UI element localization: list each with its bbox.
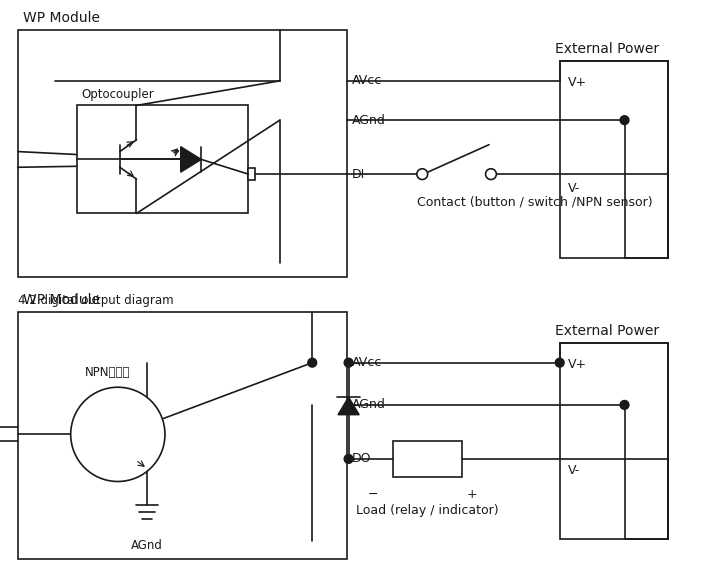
Text: AGnd: AGnd	[352, 113, 385, 127]
Circle shape	[486, 169, 496, 180]
Circle shape	[555, 359, 564, 367]
Text: −: −	[367, 488, 378, 501]
Circle shape	[344, 359, 353, 367]
Text: V-: V-	[567, 182, 580, 196]
Text: External Power: External Power	[555, 42, 659, 56]
Text: AGnd: AGnd	[131, 540, 163, 552]
Circle shape	[308, 359, 317, 367]
Bar	[560, 343, 668, 540]
Text: WP Module: WP Module	[23, 11, 100, 25]
Circle shape	[417, 169, 428, 180]
Circle shape	[620, 116, 629, 125]
Text: NPN晶体管: NPN晶体管	[85, 367, 131, 379]
Text: 4.2 digital output diagram: 4.2 digital output diagram	[18, 294, 173, 307]
Text: Optocoupler: Optocoupler	[81, 88, 155, 101]
Text: V+: V+	[567, 76, 587, 89]
Text: AGnd: AGnd	[352, 399, 385, 411]
Bar	[18, 30, 347, 277]
Text: V+: V+	[567, 358, 587, 371]
Text: DO: DO	[352, 452, 371, 466]
Text: AVcc: AVcc	[352, 74, 382, 87]
Text: Contact (button / switch /NPN sensor): Contact (button / switch /NPN sensor)	[417, 196, 653, 209]
Polygon shape	[338, 397, 359, 415]
Text: WP Module: WP Module	[23, 293, 100, 307]
Text: V-: V-	[567, 464, 580, 477]
Circle shape	[344, 455, 353, 463]
Bar	[248, 168, 256, 180]
Bar	[77, 105, 248, 214]
Text: +: +	[466, 488, 477, 501]
Circle shape	[620, 400, 629, 409]
Text: DI: DI	[352, 168, 365, 180]
Polygon shape	[181, 147, 201, 172]
Circle shape	[70, 387, 165, 481]
Text: AVcc: AVcc	[352, 356, 382, 369]
Text: External Power: External Power	[555, 324, 659, 338]
Bar	[393, 441, 461, 477]
Bar	[18, 311, 347, 559]
Text: Load (relay / indicator): Load (relay / indicator)	[356, 504, 498, 517]
Bar	[560, 61, 668, 258]
